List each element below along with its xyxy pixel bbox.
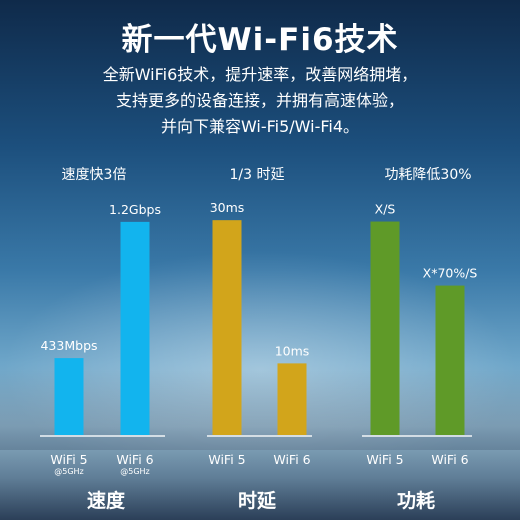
category-label-2-1: WiFi 5 (208, 452, 245, 467)
category-label-2-2: WiFi 6 (273, 452, 310, 467)
subtitle-line-1: 全新WiFi6技术，提升速率，改善网络拥堵， (102, 65, 418, 84)
caption-power: 功耗 (396, 490, 435, 512)
background-glow (0, 250, 520, 450)
value-label-3-2: X*70%/S (423, 266, 478, 281)
caption-speed: 速度 (86, 490, 125, 512)
page-title: 新一代Wi-Fi6技术 (121, 22, 399, 58)
chart-title-1: 速度快3倍 (62, 167, 127, 183)
bar-1-2 (120, 221, 150, 435)
bar-3-1 (370, 221, 400, 435)
bar-2-2 (277, 363, 307, 435)
value-label-3-1: X/S (375, 202, 396, 217)
category-label-1-2: WiFi 6 (116, 452, 153, 467)
category-note-1-2: @5GHz (120, 467, 150, 476)
category-label-1-1: WiFi 5 (50, 452, 87, 467)
chart-title-2: 1/3 时延 (230, 167, 285, 183)
value-label-1-2: 1.2Gbps (109, 202, 161, 217)
chart-title-3: 功耗降低30% (384, 167, 471, 183)
category-label-3-1: WiFi 5 (366, 452, 403, 467)
category-label-3-2: WiFi 6 (431, 452, 468, 467)
value-label-2-1: 30ms (210, 200, 245, 215)
value-label-2-2: 10ms (275, 343, 310, 358)
bar-2-1 (212, 220, 242, 435)
subtitle-line-2: 支持更多的设备连接，并拥有高速体验， (115, 91, 404, 110)
subtitle-line-3: 并向下兼容Wi-Fi5/Wi-Fi4。 (160, 117, 360, 136)
bar-3-2 (435, 285, 465, 435)
subtitle-block: 全新WiFi6技术，提升速率，改善网络拥堵， 支持更多的设备连接，并拥有高速体验… (0, 62, 520, 140)
caption-latency: 时延 (237, 490, 276, 512)
category-note-1-1: @5GHz (54, 467, 84, 476)
bar-1-1 (54, 358, 84, 435)
value-label-1-1: 433Mbps (40, 338, 97, 353)
